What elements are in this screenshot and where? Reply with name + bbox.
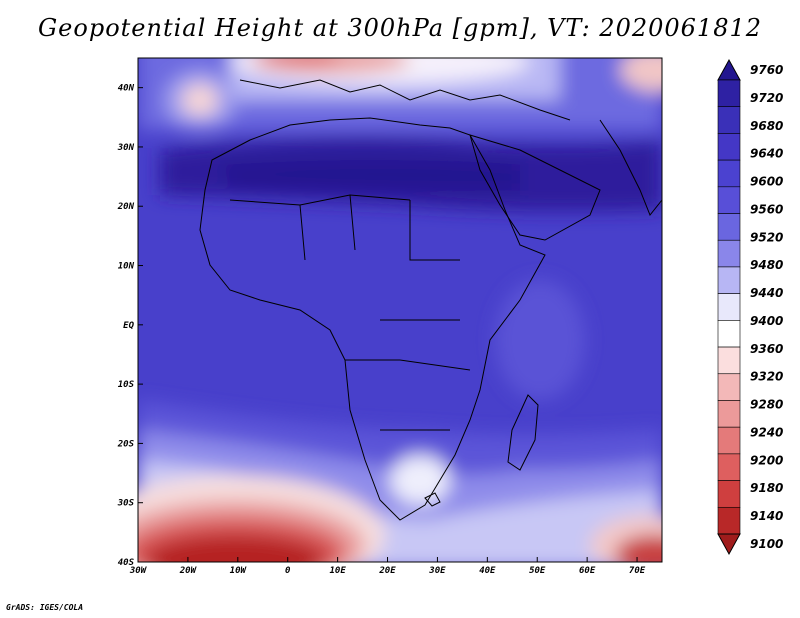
latitude-axis: 40N 30N 20N 10N EQ 10S 20S 30S 40S [117,84,143,568]
colorbar: 9760 9720 9680 9640 9600 9560 9520 9480 9440 9400… [717,58,783,556]
lat-tick-label: 20S [117,439,135,449]
colorbar-label: 9560 [750,202,783,216]
colorbar-box [717,159,741,188]
lon-tick-label: 30W [129,566,148,576]
colorbar-label: 9240 [750,425,783,439]
lon-tick-label: 40E [479,566,496,576]
lat-tick-label: 30N [117,143,135,153]
lon-tick-label: 20E [378,566,396,576]
lon-tick-label: 60E [579,566,596,576]
lon-tick-label: 50E [529,566,546,576]
colorbar-box [717,480,741,508]
lon-tick-label: 10E [329,566,346,576]
credit-label: GrADS: IGES/COLA [6,603,84,612]
colorbar-box [717,106,741,134]
colorbar-label: 9640 [750,147,783,161]
lat-tick-label: 40S [118,558,135,568]
colorbar-label: 9200 [750,453,783,467]
colorbar-label: 9720 [750,91,783,105]
geopotential-field [138,58,662,562]
colorbar-label: 9360 [750,342,783,356]
colorbar-box [717,186,741,214]
lat-tick-label: 10S [118,380,135,390]
plot-frame [137,57,663,563]
colorbar-label: 9400 [750,314,783,328]
colorbar-box [717,320,741,348]
lat-tick-label: 10N [118,262,135,272]
colorbar-box [717,373,741,401]
chart-title: Geopotential Height at 300hPa [gpm], VT:… [38,14,762,42]
lat-tick-label: 40N [118,84,135,94]
lon-tick-label: 20W [179,566,198,576]
lon-tick-label: 30E [428,566,446,576]
colorbar-label: 9100 [750,537,783,551]
coastlines [199,79,662,521]
colorbar-box [717,426,741,455]
lat-tick-label: 20N [117,202,135,212]
colorbar-box [717,133,741,161]
colorbar-label: 9680 [750,119,783,133]
lon-tick-label: 0 [285,566,291,576]
colorbar-label: 9180 [750,481,783,495]
colorbar-box [717,79,741,108]
colorbar-bottom-triangle [717,533,741,556]
colorbar-box [717,400,741,428]
colorbar-label: 9520 [750,230,783,244]
colorbar-label: 9280 [750,398,783,412]
colorbar-box [717,213,741,241]
colorbar-top-triangle [717,58,741,81]
lat-tick-label: EQ [123,321,134,331]
lat-tick-label: 30S [117,499,135,509]
colorbar-label: 9760 [750,63,783,77]
lon-tick-label: 10W [230,566,248,576]
colorbar-label: 9440 [750,286,783,300]
colorbar-box [717,239,741,268]
colorbar-box [717,266,741,294]
colorbar-box [717,453,741,481]
lon-tick-label: 70E [629,566,646,576]
colorbar-label: 9320 [750,370,783,384]
longitude-axis: 30W 20W 10W 0 10E 20E 30E 40E 50E 60E 70E [129,557,646,576]
colorbar-box [717,346,741,375]
colorbar-box [717,506,741,535]
colorbar-label: 9480 [750,258,783,272]
colorbar-box [717,293,741,321]
colorbar-label: 9600 [750,175,783,189]
colorbar-label: 9140 [750,509,783,523]
